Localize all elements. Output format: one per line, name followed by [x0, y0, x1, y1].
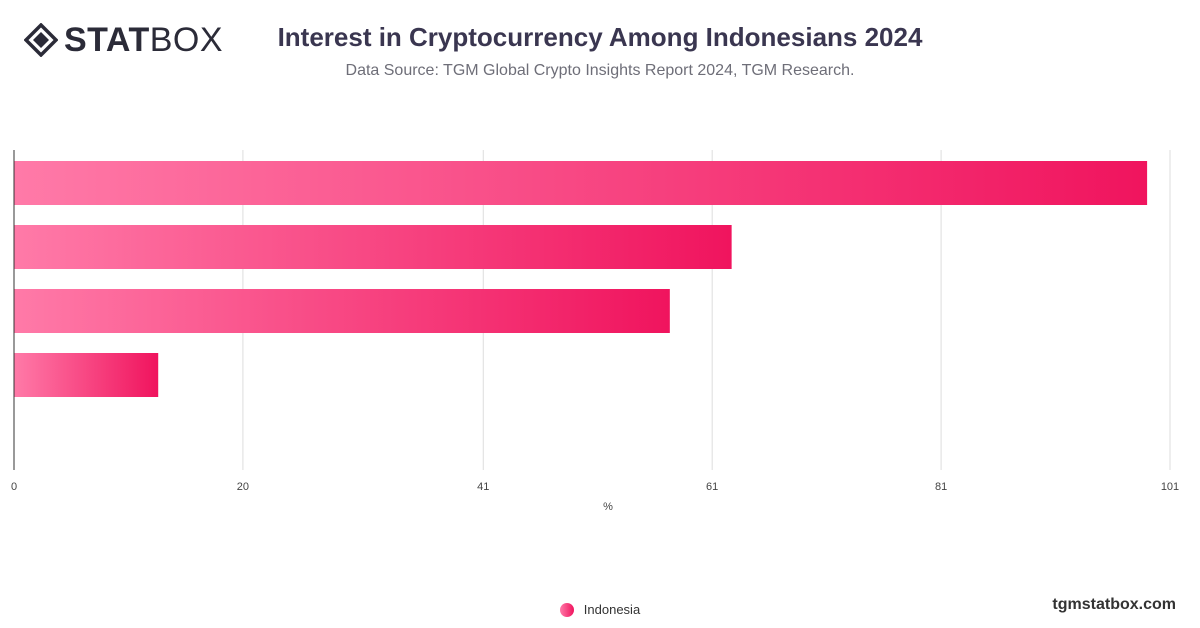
legend: Indonesia: [0, 602, 1200, 617]
x-tick-label-61: 61: [706, 481, 718, 493]
brand-url: tgmstatbox.com: [1052, 596, 1176, 613]
bars: [14, 161, 1148, 397]
bar-4: [14, 353, 159, 397]
chart-subtitle: Data Source: TGM Global Crypto Insights …: [345, 62, 855, 79]
axes: 0 20 41 61 81 101%: [11, 150, 1179, 513]
bar-3: [14, 289, 670, 333]
legend-label-indonesia: Indonesia: [583, 602, 641, 617]
x-tick-label-101: 101: [1161, 481, 1179, 493]
logo-text-bold: STAT: [64, 21, 150, 59]
x-tick-label-81: 81: [935, 481, 947, 493]
legend-swatch-indonesia: [559, 602, 574, 617]
bar-2: [14, 225, 732, 269]
chart-title: Interest in Cryptocurrency Among Indones…: [277, 22, 923, 52]
statbox-logo: STATBOX: [24, 18, 223, 62]
bar-1: [14, 161, 1148, 205]
x-tick-label-20: 20: [237, 481, 249, 493]
logo-text-light: BOX: [149, 21, 224, 59]
diamond-logo-icon: [24, 23, 58, 57]
x-tick-label-0: 0: [11, 481, 17, 493]
x-axis-title: %: [603, 501, 613, 513]
x-tick-label-41: 41: [477, 481, 489, 493]
